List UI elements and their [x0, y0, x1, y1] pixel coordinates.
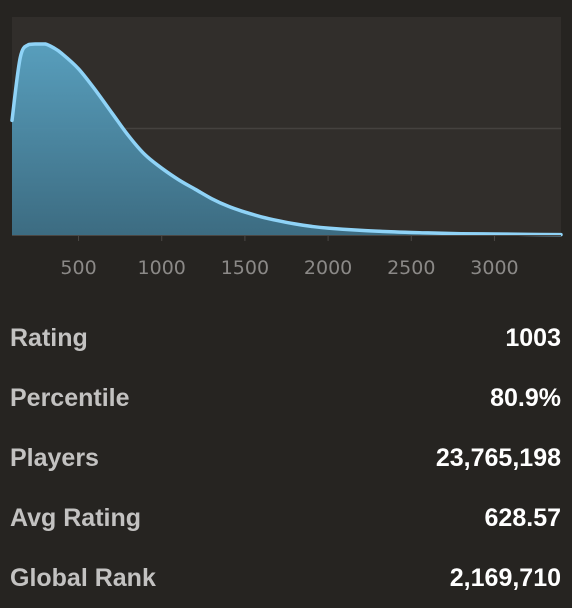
stat-row-avg-rating: Avg Rating 628.57 [10, 498, 561, 538]
stat-label: Percentile [10, 383, 130, 412]
x-tick-label: 2500 [387, 257, 435, 279]
stat-row-players: Players 23,765,198 [10, 438, 561, 478]
distribution-area [12, 44, 561, 235]
stat-label: Global Rank [10, 563, 156, 592]
stat-label: Players [10, 443, 99, 472]
x-tick-label: 2000 [304, 257, 352, 279]
stat-value: 1003 [505, 323, 561, 352]
stat-value: 80.9% [490, 383, 561, 412]
rating-distribution-chart: 500 1000 1500 2000 2500 3000 [0, 0, 572, 292]
x-tick-label: 500 [60, 257, 96, 279]
x-tick-label: 3000 [470, 257, 518, 279]
x-tick-label: 1000 [138, 257, 186, 279]
stat-label: Rating [10, 323, 88, 352]
stat-value: 2,169,710 [449, 563, 561, 592]
stat-value: 628.57 [484, 503, 561, 532]
distribution-line [10, 42, 563, 237]
stat-value: 23,765,198 [435, 443, 561, 472]
stat-row-percentile: Percentile 80.9% [10, 378, 561, 418]
chart-svg: 500 1000 1500 2000 2500 3000 [10, 17, 563, 279]
stat-row-global-rank: Global Rank 2,169,710 [10, 558, 561, 598]
stat-label: Avg Rating [10, 503, 142, 532]
x-tick-label: 1500 [221, 257, 269, 279]
stat-row-rating: Rating 1003 [10, 318, 561, 358]
